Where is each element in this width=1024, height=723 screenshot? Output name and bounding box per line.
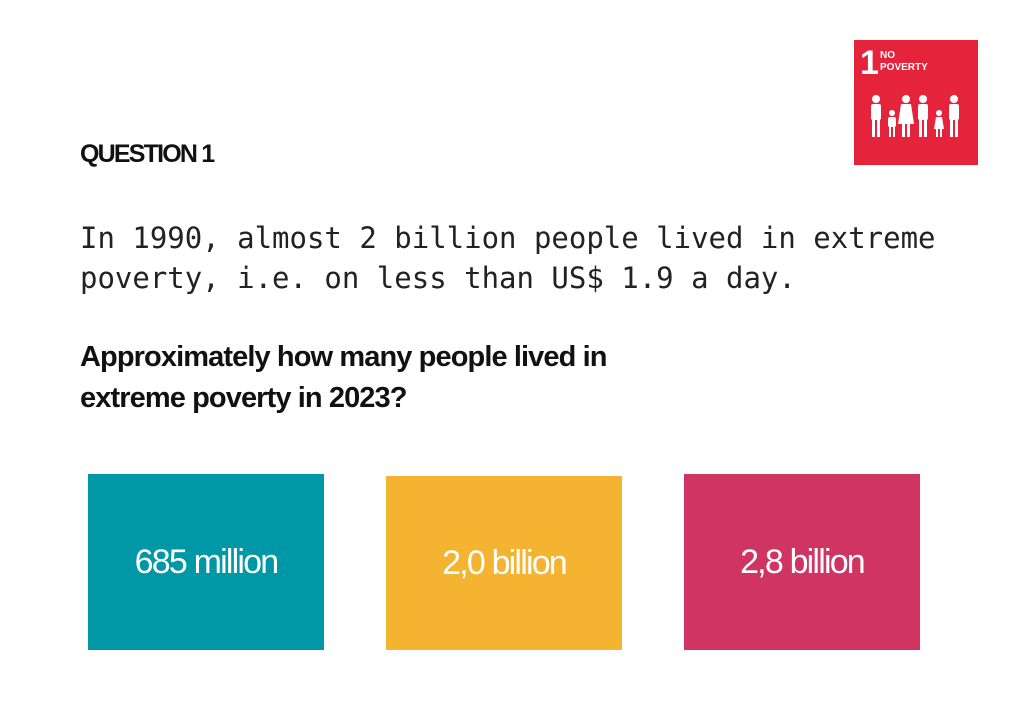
question-line: extreme poverty in 2023?: [80, 382, 407, 414]
sdg-label-line: NO: [880, 50, 895, 61]
answer-option[interactable]: 2,8 billion: [684, 474, 920, 650]
answer-option[interactable]: 2,0 billion: [386, 476, 622, 650]
sdg-label: NO POVERTY: [880, 50, 928, 74]
answer-option[interactable]: 685 million: [88, 474, 324, 650]
family-icon: [871, 95, 959, 137]
sdg-number: 1: [860, 44, 879, 82]
heading: QUESTION 1: [80, 140, 215, 168]
intro-line: In 1990, almost 2 billion people lived i…: [80, 221, 936, 255]
sdg-icon: 1 NO POVERTY: [854, 40, 978, 165]
question-text: Approximately how many people lived in e…: [80, 337, 607, 419]
sdg-label-line: POVERTY: [880, 62, 928, 73]
question-line: Approximately how many people lived in: [80, 341, 607, 373]
intro-text: In 1990, almost 2 billion people lived i…: [80, 218, 936, 298]
intro-line: poverty, i.e. on less than US$ 1.9 a day…: [80, 261, 796, 295]
